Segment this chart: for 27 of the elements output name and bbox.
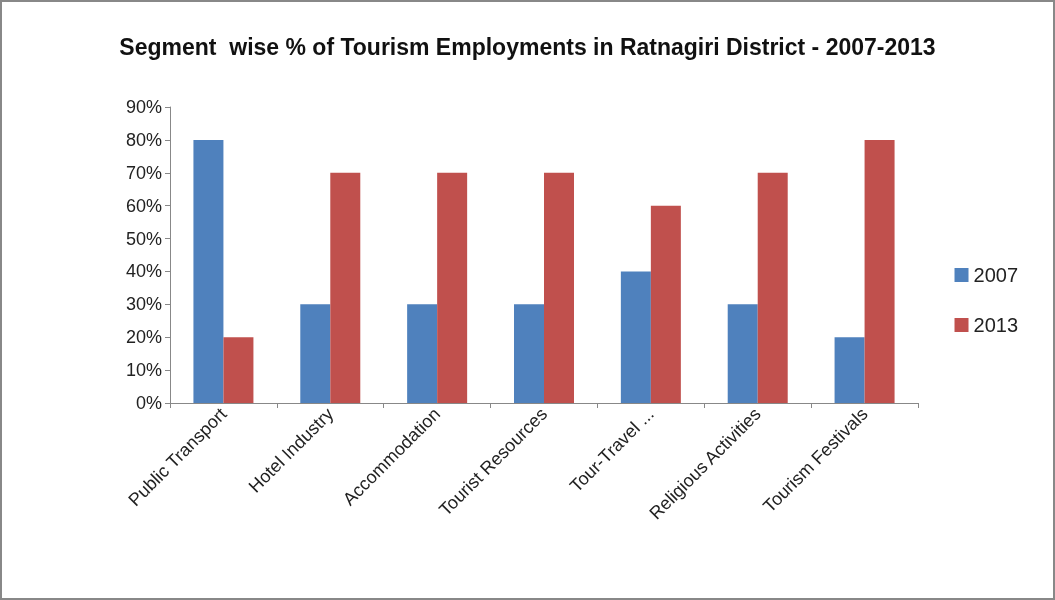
legend-label: 2007: [973, 264, 1019, 286]
bar: [330, 172, 361, 403]
bar: [650, 205, 681, 403]
bar: [300, 304, 331, 403]
bar: [223, 337, 254, 403]
bar: [834, 337, 865, 403]
bar: [544, 172, 574, 403]
bar: [864, 139, 895, 403]
y-tick-label: 10%: [125, 360, 162, 381]
bar: [407, 304, 438, 403]
y-tick-label: 90%: [125, 97, 162, 117]
bar: [620, 271, 651, 403]
bar: [514, 304, 544, 403]
y-tick-label: 80%: [125, 129, 162, 150]
y-tick-label: 70%: [125, 162, 162, 183]
bar: [437, 172, 468, 403]
chart-title: Segment wise % of Tourism Employments in Ratnagiri District - 2007-2013: [119, 33, 936, 60]
y-tick-label: 50%: [125, 228, 162, 249]
legend-label: 2013: [973, 314, 1019, 336]
y-tick-label: 20%: [125, 327, 162, 348]
bar: [757, 172, 788, 403]
y-tick-label: 60%: [125, 195, 162, 216]
y-tick-label: 40%: [125, 261, 162, 282]
bar: [193, 139, 224, 403]
y-tick-label: 30%: [125, 294, 162, 315]
bar: [727, 304, 758, 403]
y-tick-label: 0%: [135, 393, 162, 413]
